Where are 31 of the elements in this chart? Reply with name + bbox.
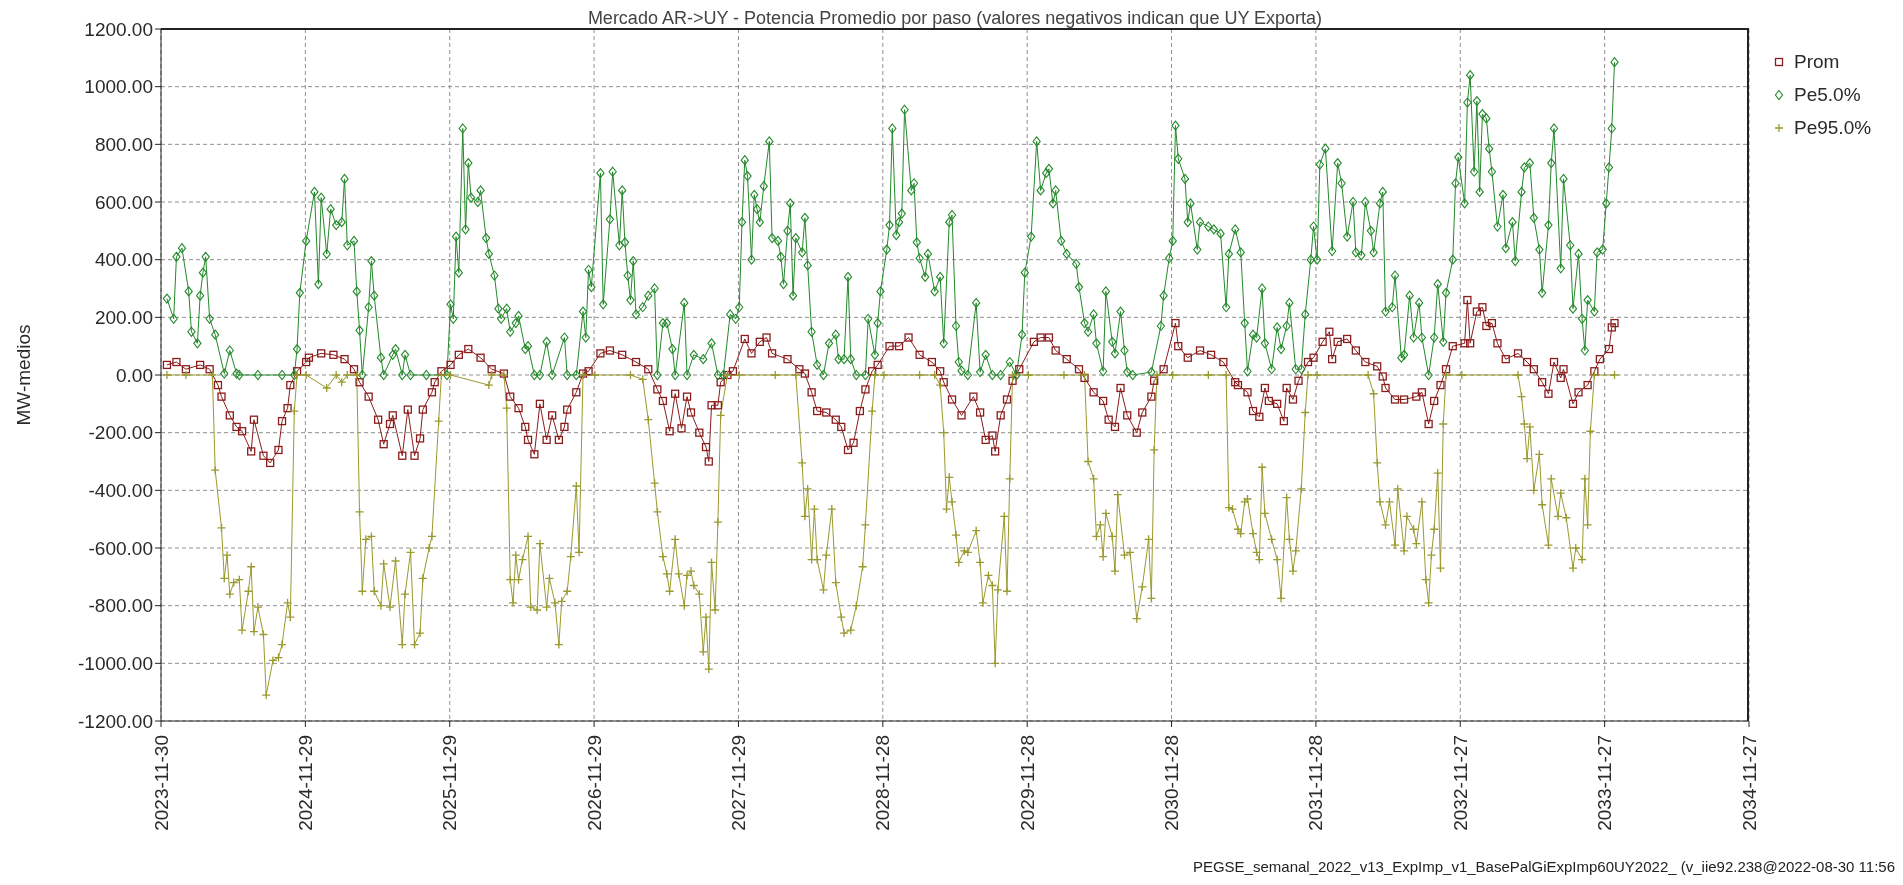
chart-title: Mercado AR->UY - Potencia Promedio por paso (valores negativos indican que UY Exporta) bbox=[587, 8, 1323, 28]
legend-label: Pe5.0% bbox=[1794, 83, 1861, 106]
y-tick-label: -800.00 bbox=[88, 595, 153, 617]
y-tick-label: 800.00 bbox=[94, 134, 153, 156]
text: PEGSE_semanal_2022_v13_ExpImp_v1_BasePalGiExpImp60UY2022_ (v_iie92.238@2022-08-30 11:56 bbox=[1192, 858, 1895, 875]
x-tick-label: 2031-11-28 bbox=[1305, 735, 1327, 831]
x-tick-label: 2025-11-29 bbox=[439, 735, 461, 831]
x-tick-label: 2032-11-27 bbox=[1449, 735, 1471, 831]
y-tick-label: -1200.00 bbox=[77, 710, 153, 732]
y-tick-label: -1000.00 bbox=[77, 653, 153, 675]
y-tick-label: -200.00 bbox=[88, 422, 153, 444]
y-axis-title: MW-medios bbox=[12, 324, 34, 426]
y-tick-label: -400.00 bbox=[88, 480, 153, 502]
x-tick-label: 2028-11-28 bbox=[872, 735, 894, 831]
y-tick-label: 400.00 bbox=[94, 249, 153, 271]
x-tick-label: 2034-11-27 bbox=[1738, 735, 1760, 831]
x-tick-label: 2023-11-30 bbox=[150, 735, 172, 831]
x-tick-label: 2024-11-29 bbox=[294, 735, 316, 831]
x-tick-label: 2030-11-28 bbox=[1161, 735, 1183, 831]
y-tick-label: 600.00 bbox=[94, 191, 153, 213]
legend-label: Prom bbox=[1794, 50, 1840, 73]
x-tick-label: 2029-11-28 bbox=[1016, 735, 1038, 831]
y-tick-label: -600.00 bbox=[88, 537, 153, 559]
x-tick-label: 2027-11-29 bbox=[727, 735, 749, 831]
x-tick-label: 2033-11-27 bbox=[1594, 735, 1616, 831]
x-tick-label: 2026-11-29 bbox=[583, 735, 605, 831]
y-tick-label: 200.00 bbox=[94, 307, 153, 329]
y-tick-label: 0.00 bbox=[116, 364, 153, 386]
y-tick-label: 1200.00 bbox=[84, 18, 153, 40]
legend-label: Pe95.0% bbox=[1794, 116, 1872, 139]
y-tick-label: 1000.00 bbox=[84, 76, 153, 98]
